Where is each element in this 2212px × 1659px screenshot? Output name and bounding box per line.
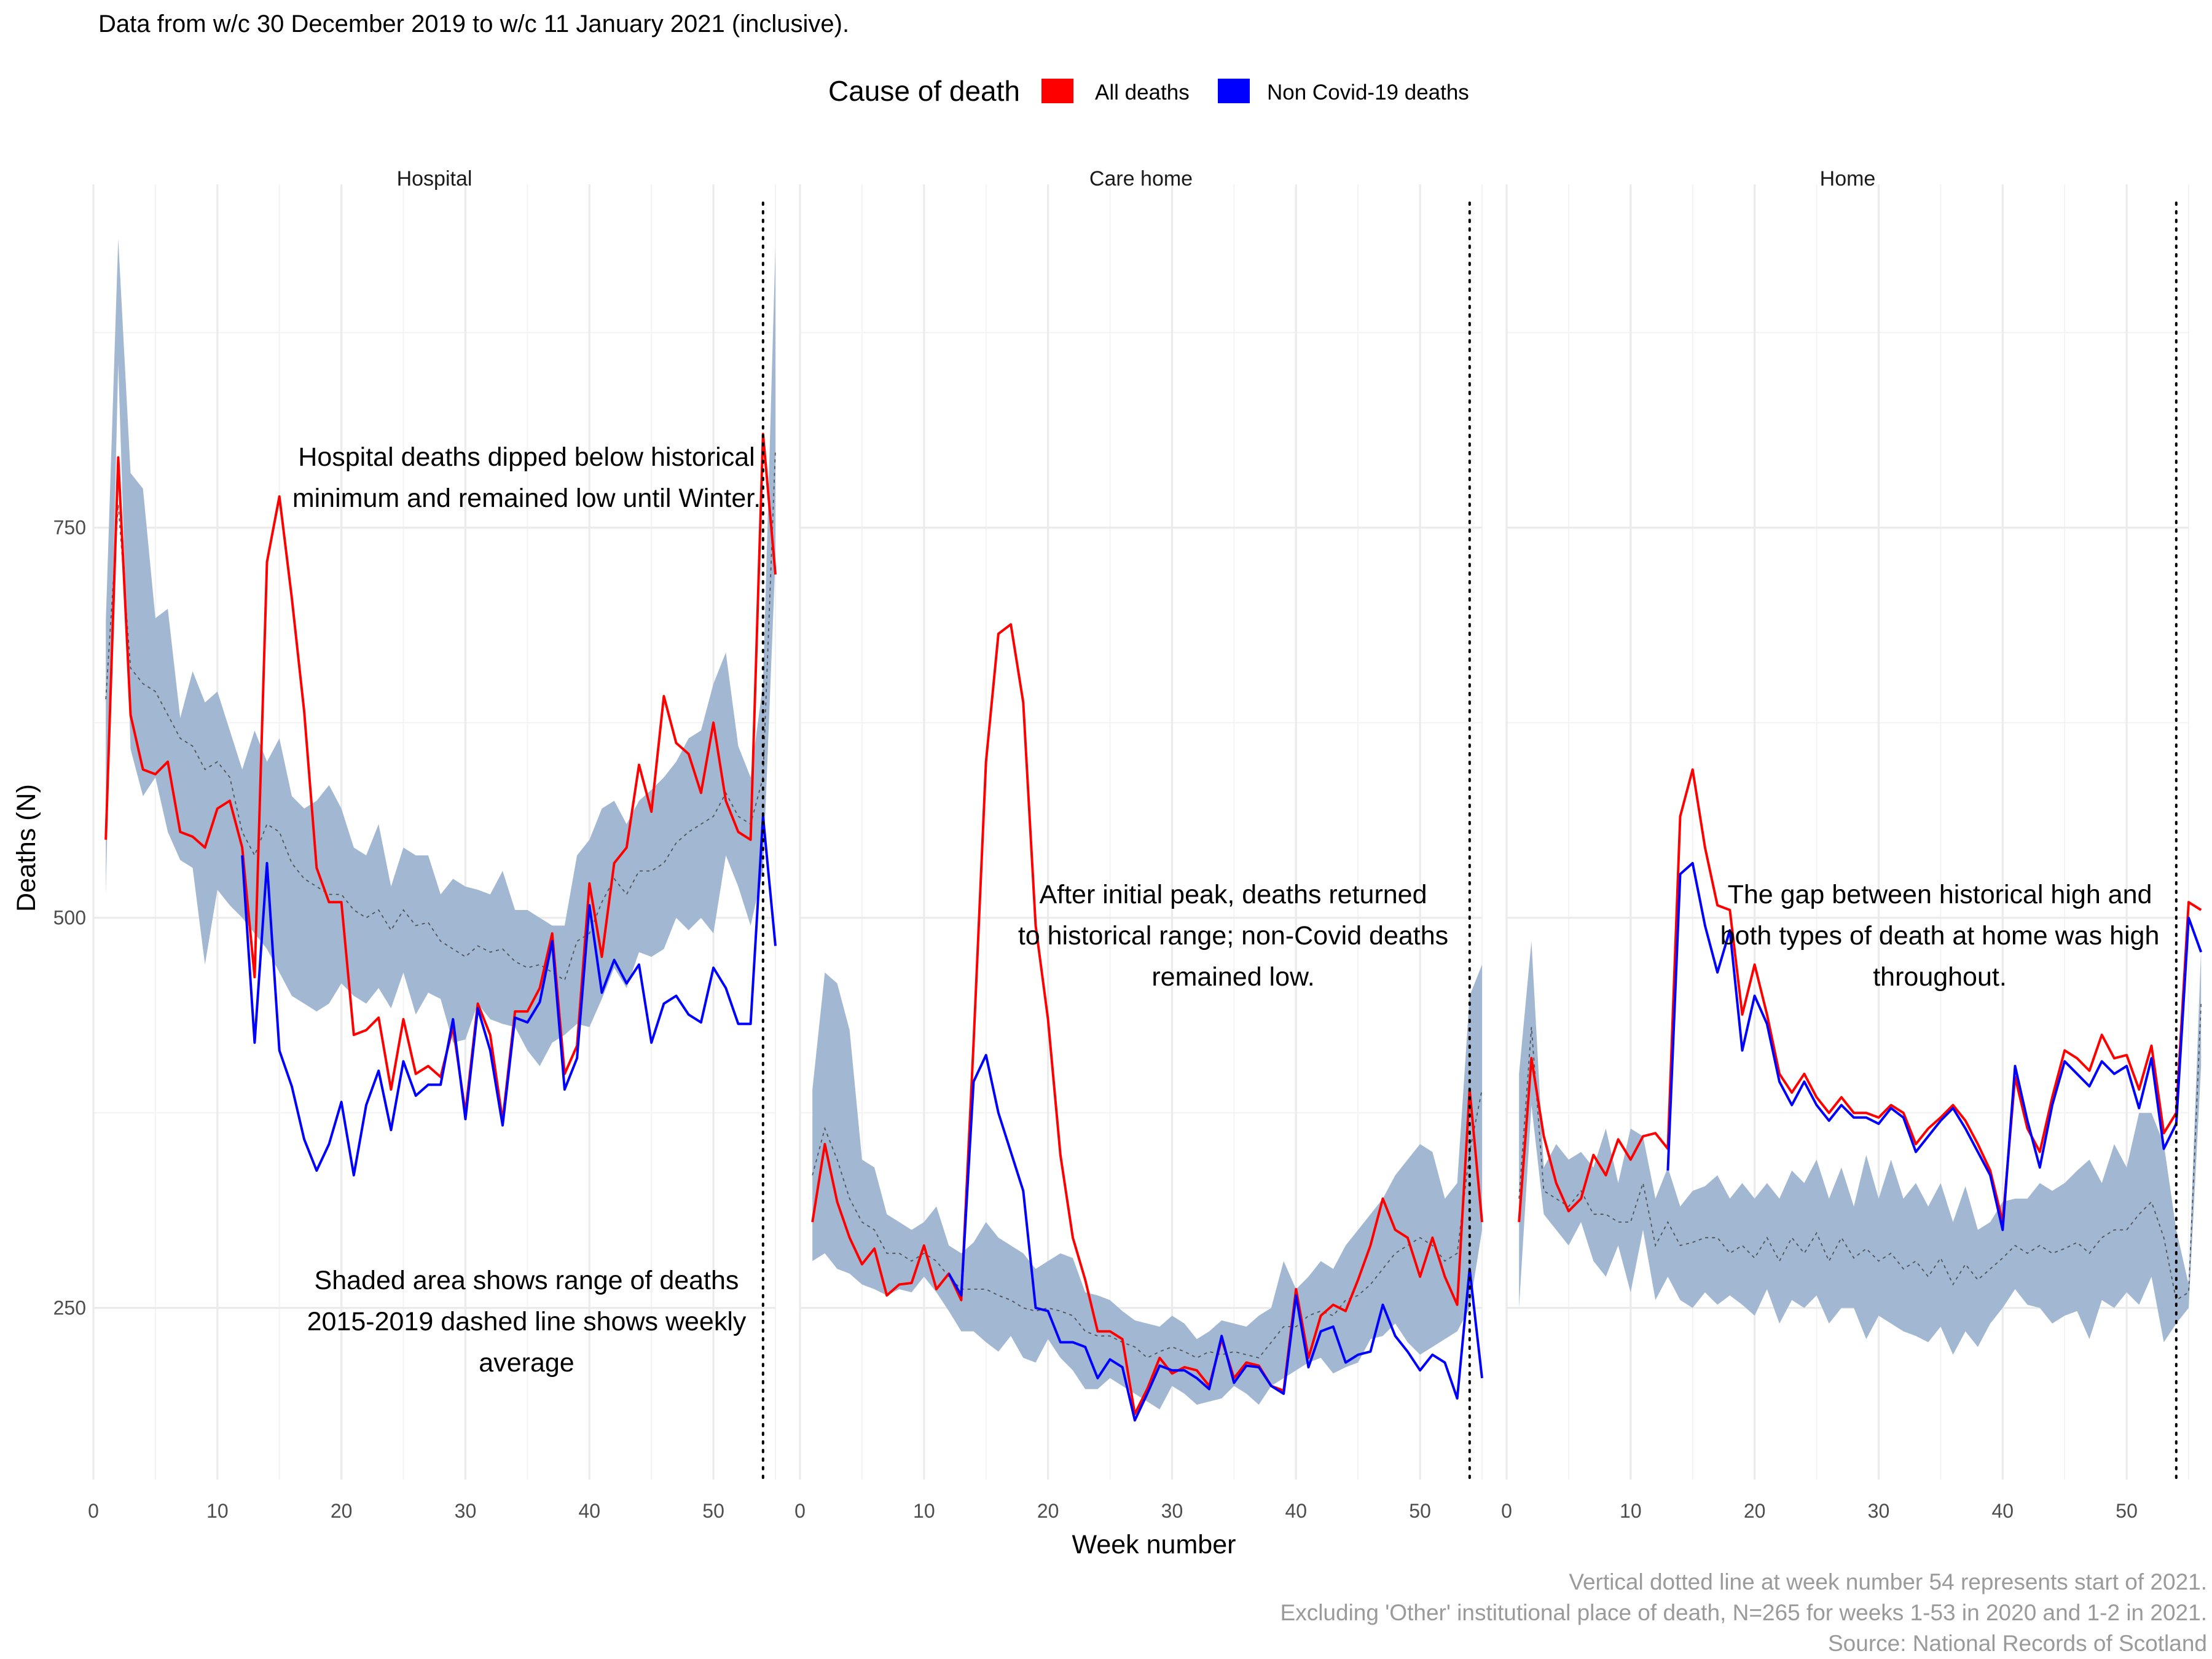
x-tick-label: 20 (1744, 1500, 1766, 1522)
annotation: Hospital deaths dipped below historical m… (292, 442, 761, 513)
non-covid-deaths-line (947, 1054, 1483, 1422)
legend-label-all-deaths: All deaths (1095, 80, 1190, 104)
legend-title: Cause of death (828, 75, 1020, 107)
x-tick-label: 20 (1037, 1500, 1059, 1522)
x-tick-label: 20 (331, 1500, 353, 1522)
all-deaths-line (811, 623, 1483, 1416)
historical-range-band (106, 238, 776, 1066)
caption: Vertical dotted line at week number 54 r… (1281, 1569, 2207, 1656)
x-tick-label: 0 (1501, 1500, 1512, 1522)
x-tick-label: 40 (1285, 1500, 1307, 1522)
x-tick-label: 50 (702, 1500, 724, 1522)
x-tick-label: 30 (455, 1500, 477, 1522)
x-tick-label: 10 (913, 1500, 935, 1522)
annotation: Shaded area shows range of deaths 2015-20… (307, 1266, 747, 1378)
chart-subtitle: Data from w/c 30 December 2019 to w/c 11… (98, 10, 849, 37)
x-tick-label: 0 (88, 1500, 99, 1522)
x-tick-label: 40 (1991, 1500, 2014, 1522)
panel-hospital: Hospital 0 10 20 30 40 50 250 500 750 Hospital dea… (53, 167, 777, 1522)
x-tick-label: 10 (1620, 1500, 1642, 1522)
annotation: After initial peak, deaths returned to hi… (1018, 880, 1448, 992)
panel-home: Home 0 10 20 30 40 50 The gap between historica… (1501, 167, 2203, 1522)
x-tick-label: 50 (1409, 1500, 1431, 1522)
x-tick-label: 30 (1868, 1500, 1890, 1522)
y-axis-title: Deaths (N) (12, 784, 41, 912)
weekly-average-line (812, 1089, 1483, 1359)
panel-strip-title: Home (1820, 167, 1876, 190)
y-tick-label: 750 (53, 517, 86, 539)
panel-care-home: Care home 0 10 20 30 40 50 After initial peak, … (794, 167, 1483, 1522)
all-deaths-line (1518, 768, 2202, 1223)
legend-swatch-all-deaths (1041, 79, 1073, 103)
x-tick-label: 30 (1161, 1500, 1183, 1522)
annotation: The gap between historical high and both … (1720, 880, 2160, 992)
x-tick-label: 10 (206, 1500, 229, 1522)
caption-line-2: Excluding 'Other' institutional place of… (1281, 1600, 2207, 1625)
x-tick-label: 40 (578, 1500, 600, 1522)
weekly-average-line (105, 449, 776, 981)
all-deaths-line (104, 433, 777, 1122)
non-covid-deaths-line (241, 815, 777, 1177)
x-tick-label: 50 (2116, 1500, 2138, 1522)
panel-strip-title: Care home (1089, 167, 1193, 190)
x-axis-title: Week number (1072, 1530, 1236, 1559)
y-tick-label: 250 (53, 1297, 86, 1319)
historical-range-band (1519, 941, 2202, 1355)
legend-swatch-non-covid-deaths (1218, 79, 1250, 103)
historical-range-band (812, 964, 1482, 1410)
caption-line-3: Source: National Records of Scotland (1828, 1631, 2207, 1656)
non-covid-deaths-line (1666, 861, 2203, 1231)
caption-line-1: Vertical dotted line at week number 54 r… (1569, 1569, 2207, 1594)
y-tick-label: 500 (53, 907, 86, 929)
x-tick-label: 0 (794, 1500, 806, 1522)
panel-strip-title: Hospital (397, 167, 473, 190)
legend: Cause of death All deaths Non Covid-19 d… (828, 75, 1469, 107)
legend-label-non-covid-deaths: Non Covid-19 deaths (1267, 80, 1469, 104)
